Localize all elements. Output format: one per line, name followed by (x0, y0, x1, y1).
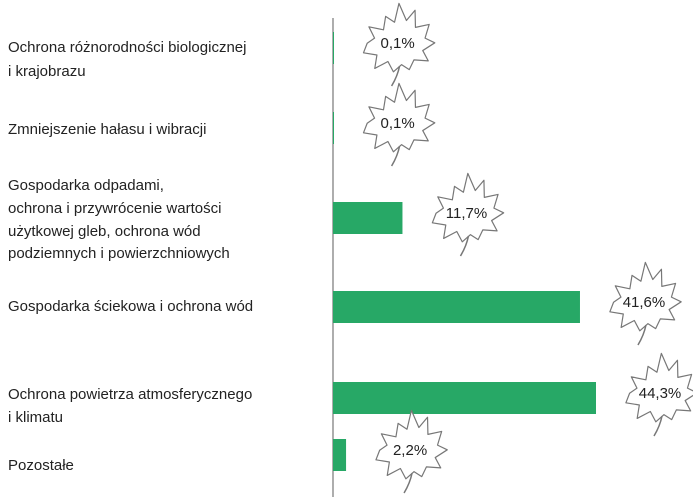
category-label: podziemnych i powierzchniowych (8, 245, 230, 262)
leaf-badge: 0,1% (362, 2, 436, 87)
leaf-shape (375, 409, 448, 480)
category-label: Pozostałe (8, 457, 74, 474)
category-label: i klimatu (8, 409, 63, 426)
leaf-shape (362, 82, 436, 153)
leaf-shape (625, 352, 693, 423)
category-label: Gospodarka ściekowa i ochrona wód (8, 298, 253, 315)
category-label: Ochrona różnorodności biologicznej (8, 39, 246, 56)
category-label: Zmniejszenie hałasu i wibracji (8, 121, 206, 138)
bar (333, 112, 334, 144)
category-label: Gospodarka odpadami, (8, 177, 164, 194)
leaf-stem (390, 145, 401, 167)
value-label: 41,6% (623, 294, 666, 311)
value-label: 2,2% (393, 442, 427, 459)
leaf-badge: 11,7% (431, 172, 505, 257)
leaf-shape (431, 172, 505, 243)
category-label: użytkowej gleb, ochrona wód (8, 223, 201, 240)
leaf-shape (609, 261, 682, 332)
leaf-badge: 2,2% (375, 409, 448, 494)
leaf-stem (390, 65, 401, 87)
leaf-badge: 0,1% (362, 82, 436, 167)
bar (333, 291, 580, 323)
leaf-stem (403, 472, 413, 494)
leaf-stem (459, 235, 470, 257)
category-label: Ochrona powietrza atmosferycznego (8, 386, 252, 403)
category-label: i krajobrazu (8, 63, 86, 80)
leaf-badge: 44,3% (625, 352, 693, 437)
value-label: 44,3% (639, 385, 682, 402)
bar (333, 202, 403, 234)
value-label: 11,7% (446, 205, 487, 222)
bar (333, 382, 596, 414)
category-label: ochrona i przywrócenie wartości (8, 200, 221, 217)
bar (333, 439, 347, 471)
leaf-stem (637, 324, 647, 346)
leaf-badge: 41,6% (609, 261, 682, 346)
value-label: 0,1% (380, 35, 414, 52)
value-label: 0,1% (380, 115, 414, 132)
leaf-shape (362, 2, 436, 73)
bar (333, 32, 334, 64)
leaf-stem (653, 415, 663, 437)
